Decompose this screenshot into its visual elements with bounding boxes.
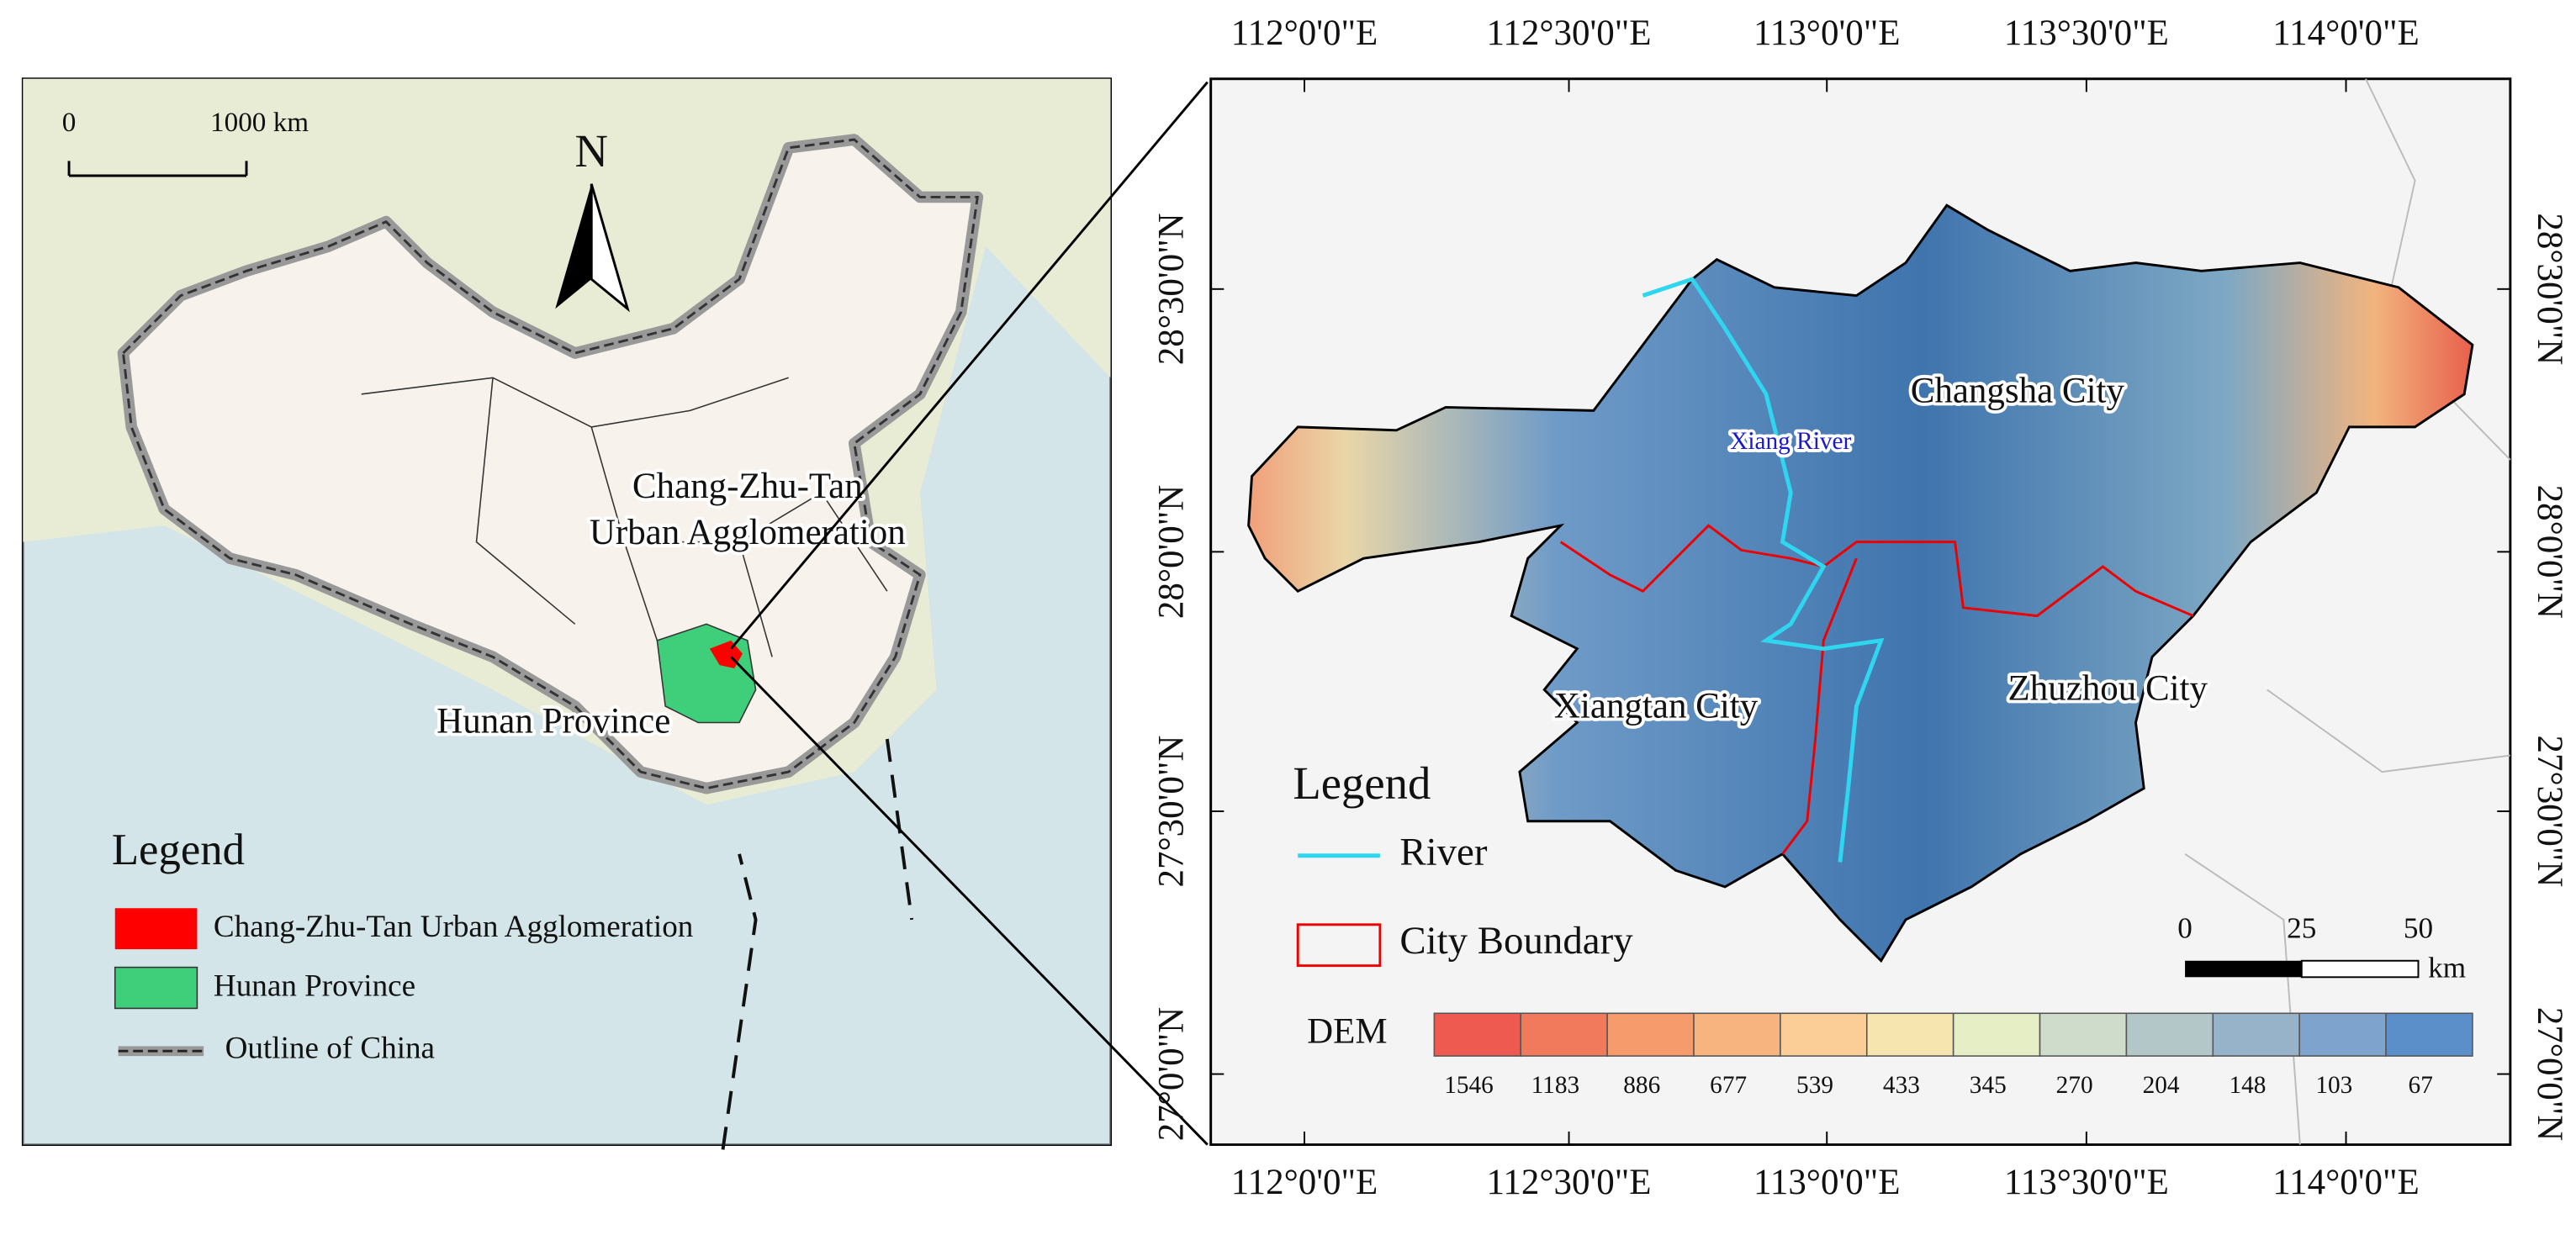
dem-class-label: 270 [2056,1072,2093,1099]
city-label: Changsha City [1911,372,2125,411]
legend-swatch [114,908,198,950]
dem-class [2298,1012,2387,1057]
north-arrow [590,183,630,313]
dem-title: DEM [1307,1012,1387,1052]
legend-title: Legend [1293,757,1431,809]
connector [730,81,1209,650]
longitude-label: 113°0'0"E [1753,1163,1901,1202]
longitude-label: 112°30'0"E [1487,1163,1652,1202]
legend-title: Legend [112,826,245,874]
city-boundary [1781,557,1858,855]
latitude-label: 27°0'0"N [1152,1007,1192,1141]
dem-class-label: 148 [2229,1072,2266,1099]
dem-class [1606,1012,1695,1057]
latitude-label: 28°0'0"N [1152,485,1192,619]
longitude-label: 112°0'0"E [1231,1163,1378,1202]
legend-swatch [1296,923,1382,968]
scale-bar [2300,959,2420,979]
legend-item: Hunan Province [214,968,415,1003]
province-borders [361,377,888,657]
scale-label: 0 [2177,912,2193,945]
dem-class [1693,1012,1781,1057]
dem-class [1520,1012,1608,1057]
czt-label: Chang-Zhu-Tan Urban Agglomeration [590,467,906,552]
longitude-label: 112°0'0"E [1231,13,1378,53]
longitude-label: 114°0'0"E [2272,13,2420,53]
scale-bar [2185,960,2302,978]
study-area [1247,203,2474,963]
dem-class-label: 539 [1796,1072,1833,1099]
longitude-label: 114°0'0"E [2272,1163,2420,1202]
scale-label: 25 [2287,912,2316,945]
coordinates: 112°0'0"E 112°0'0"E 112°30'0"E 112°30'0"E 11… [1152,13,2569,1202]
legend-item: City Boundary [1399,919,1633,963]
latitude-label: 28°0'0"N [2530,485,2569,619]
latitude-label: 27°0'0"N [2530,1007,2569,1141]
hunan-label: Hunan Province [436,701,670,741]
dem-class [2039,1012,2128,1057]
czt-label-line: Urban Agglomeration [590,513,906,552]
dem-class [2125,1012,2214,1057]
longitude-label: 112°30'0"E [1487,13,1652,53]
river [1642,277,1885,863]
scale-label: 50 [2404,912,2433,945]
dem-class [1780,1012,1868,1057]
czt-label-line: Chang-Zhu-Tan [632,467,863,506]
dem-class [1952,1012,2041,1057]
north-arrow [555,183,592,309]
latitude-label: 27°30'0"N [1152,736,1192,888]
china-outline-dash [121,138,979,790]
scale-label: 1000 km [210,107,309,138]
legend-item: River [1399,831,1488,874]
legend-item: Chang-Zhu-Tan Urban Agglomeration [214,910,693,944]
dem-class-label: 67 [2409,1072,2433,1099]
city-label: Xiangtan City [1554,687,1759,726]
dem-class [2212,1012,2300,1057]
scale-unit: km [2428,952,2466,984]
longitude-label: 113°30'0"E [2004,1163,2169,1202]
dem-class-label: 1183 [1531,1072,1580,1099]
legend-swatch [114,966,198,1010]
scale-label: 0 [62,107,77,138]
dem-class-label: 103 [2315,1072,2352,1099]
latitude-label: 28°30'0"N [2530,213,2569,365]
dem-class-label: 677 [1710,1072,1747,1099]
longitude-label: 113°0'0"E [1753,13,1901,53]
legend-item: Outline of China [225,1032,435,1066]
dem-class-label: 204 [2143,1072,2180,1099]
dem-class [1865,1012,1954,1057]
latitude-label: 28°30'0"N [1152,213,1192,365]
city-boundary [1559,524,2194,618]
river-label: Xiang River [1730,428,1851,455]
connector [730,656,1209,1146]
city-label: Zhuzhou City [2008,668,2208,708]
dem-class [2385,1012,2473,1057]
latitude-label: 27°30'0"N [2530,736,2569,888]
dem-class-label: 345 [1970,1072,2007,1099]
dem-class-label: 433 [1883,1072,1920,1099]
north-label: N [574,125,608,177]
dem-class-label: 1546 [1444,1072,1494,1099]
longitude-label: 113°30'0"E [2004,13,2169,53]
dem-colorbar: 1546 1183 886 677 539 433 345 270 204 148 103 67 [1433,1012,2473,1099]
dem-class-label: 886 [1623,1072,1660,1099]
dem-class [1433,1012,1522,1057]
